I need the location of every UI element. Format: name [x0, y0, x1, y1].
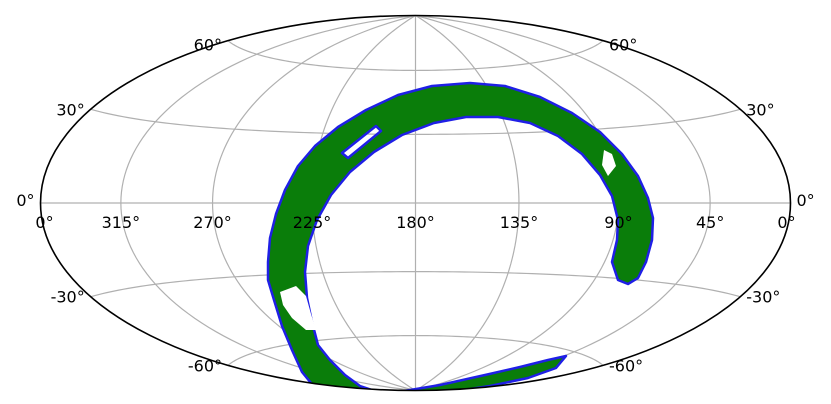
- latitude-label-left: 60°: [194, 36, 222, 55]
- longitude-label: 180°: [396, 213, 435, 232]
- longitude-label: 45°: [696, 213, 724, 232]
- latitude-label-right: 60°: [609, 36, 637, 55]
- latitude-label-right: 30°: [746, 100, 774, 119]
- map-boundary: [39, 14, 792, 392]
- parallel-line: [227, 334, 604, 366]
- longitude-label: 225°: [293, 213, 332, 232]
- footprint-gap-patch: [280, 286, 316, 330]
- longitude-label: 90°: [604, 213, 632, 232]
- latitude-label-left: -60°: [188, 356, 222, 375]
- longitude-label: 0°: [35, 213, 53, 232]
- parallel-line: [90, 108, 741, 135]
- graticule-grid: [40, 15, 791, 391]
- parallel-line: [227, 40, 604, 72]
- footprint-gap-patch: [602, 150, 616, 176]
- latitude-label-left: 0°: [16, 191, 34, 210]
- footprint-arc-band: [266, 81, 655, 391]
- longitude-label: 270°: [193, 213, 232, 232]
- latitude-label-right: -60°: [609, 356, 643, 375]
- parallel-line: [90, 271, 741, 298]
- survey-footprint: [266, 81, 655, 391]
- latitude-label-left: -30°: [51, 288, 85, 307]
- latitude-label-right: 0°: [796, 191, 814, 210]
- latitude-label-right: -30°: [746, 288, 780, 307]
- latitude-label-left: 30°: [56, 100, 84, 119]
- footprint-lower-strip: [396, 354, 568, 391]
- longitude-label: 0°: [777, 213, 795, 232]
- longitude-label: 315°: [102, 213, 141, 232]
- longitude-label: 135°: [500, 213, 539, 232]
